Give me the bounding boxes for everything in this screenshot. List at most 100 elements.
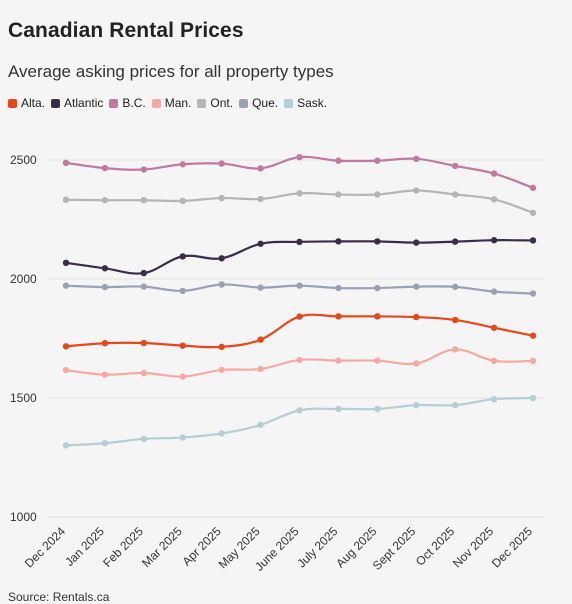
legend-swatch [284,98,294,108]
data-point [296,238,303,246]
legend-item-b-c: B.C. [109,96,146,110]
data-point [140,369,148,377]
data-point [140,339,148,347]
data-point [335,238,342,245]
data-point [101,164,109,172]
data-point [179,373,186,380]
data-point [490,196,498,203]
legend-swatch [109,98,119,108]
legend-swatch [8,98,17,108]
data-point [62,282,70,289]
data-point [529,237,537,244]
data-point [374,357,381,364]
legend-label: Man. [164,96,192,110]
data-point [374,157,381,164]
data-point [451,346,459,353]
data-point [140,269,148,277]
legend-label: Que. [252,96,279,110]
chart-subtitle: Average asking prices for all property t… [8,62,334,81]
data-point [413,283,420,290]
data-point [490,324,498,331]
data-point [140,435,148,443]
data-point [296,282,303,289]
data-point [413,401,420,409]
data-point [451,401,459,409]
series-sask [62,394,537,449]
data-point [413,187,420,194]
data-point [62,259,70,267]
data-point [374,284,381,292]
series-alta [62,313,537,351]
legend-label: Sask. [297,96,328,110]
data-point [218,366,225,374]
data-point [490,357,498,365]
data-point [296,313,303,320]
data-point [529,357,537,365]
y-tick-label: 1500 [10,391,37,405]
x-tick-label: Feb 2025 [100,524,146,570]
legend-swatch [51,98,61,108]
data-point [413,155,420,163]
series-atlantic [62,237,537,277]
data-point [179,197,186,205]
data-point [62,159,70,167]
data-point [179,253,186,260]
chart-legend: Alta. Atlantic B.C. Man. Ont. Que. Sask. [8,96,333,110]
legend-label: Atlantic [64,96,104,110]
data-point [451,238,459,245]
chart-title: Canadian Rental Prices [8,19,244,42]
data-point [374,405,381,413]
series-line-sask [64,396,535,447]
y-tick-label: 2000 [10,272,37,286]
data-point [296,356,303,364]
data-point [296,153,303,161]
data-point [101,371,109,378]
data-point [529,332,537,339]
data-point [374,238,381,245]
legend-item-alta: Alta. [8,96,45,110]
x-tick-label: Dec 2024 [22,524,68,570]
legend-item-atlantic: Atlantic [51,96,103,110]
y-tick-label: 2500 [10,153,37,167]
data-point [257,421,264,429]
legend-item-sask: Sask. [284,96,327,110]
data-point [179,342,186,349]
x-tick-label: July 2025 [294,524,340,570]
data-point [451,191,459,198]
series-man [62,346,537,380]
data-point [529,184,537,192]
legend-swatch [197,98,207,108]
data-point [218,255,225,262]
series-ont [62,187,537,217]
source-note: Source: Rentals.ca [8,590,110,604]
data-point [451,162,459,170]
x-tick-label: Jan 2025 [62,524,107,569]
legend-swatch [239,98,249,108]
data-point [374,191,381,198]
data-point [257,240,264,247]
data-point [101,283,109,291]
data-point [529,209,537,217]
data-point [490,288,498,295]
data-point [179,287,186,295]
x-tick-label: Dec 2025 [489,524,535,570]
x-tick-label: Mar 2025 [139,524,185,570]
data-point [257,195,264,203]
series-que [62,281,537,297]
data-point [490,170,498,177]
series-line-b-c [64,155,535,189]
data-point [413,360,420,367]
data-point [413,313,420,321]
data-point [140,166,148,173]
data-point [451,283,459,291]
series-line-atlantic [64,239,535,275]
data-point [140,283,148,290]
legend-swatch [151,98,161,108]
data-point [296,190,303,197]
data-point [62,196,70,203]
data-point [101,440,109,447]
x-tick-label: Nov 2025 [450,524,496,570]
data-point [335,157,342,164]
data-point [296,407,303,414]
